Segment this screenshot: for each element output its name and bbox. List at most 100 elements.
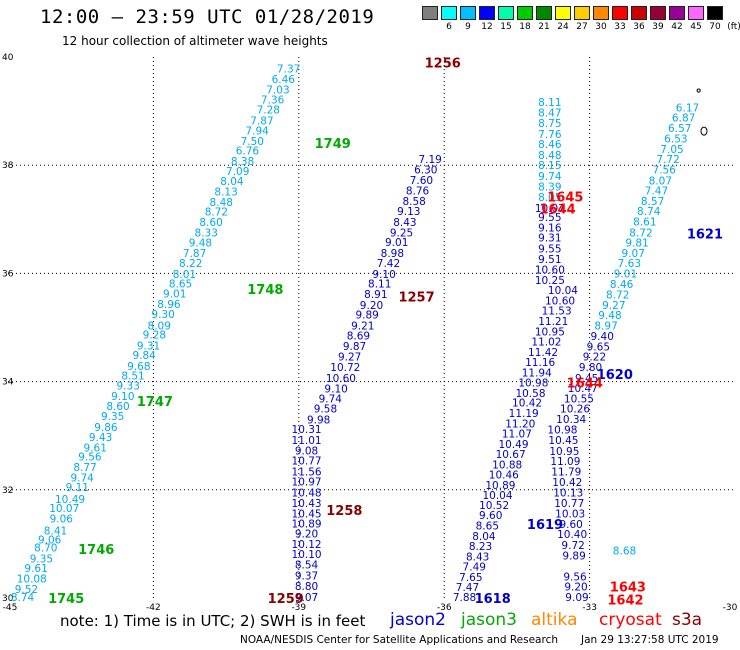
- colorbar-swatch: [422, 6, 438, 20]
- colorbar-swatch: [460, 6, 476, 20]
- lat-tick-label: 32: [2, 486, 13, 496]
- swh-value: 7.37: [277, 63, 300, 75]
- lat-tick-label: 34: [2, 378, 14, 388]
- swh-value: 8.43: [466, 551, 489, 563]
- swh-value: 9.25: [390, 227, 413, 239]
- swh-value: 9.10: [324, 384, 347, 396]
- swh-value: 10.60: [545, 295, 575, 307]
- swh-value: 9.27: [602, 300, 625, 312]
- swh-value: 8.76: [406, 186, 430, 198]
- swh-value: 9.35: [101, 411, 124, 423]
- lon-tick-label: -30: [723, 603, 738, 613]
- swh-value: 10.45: [548, 435, 578, 447]
- credit-line: NOAA/NESDIS Center for Satellite Applica…: [240, 634, 558, 646]
- swh-value: 9.43: [89, 432, 112, 444]
- swh-value: 9.07: [622, 248, 645, 260]
- swh-value: 10.60: [535, 265, 565, 277]
- swh-value: 6.87: [672, 113, 695, 125]
- swh-value: 11.42: [528, 347, 558, 359]
- swh-value: 9.35: [30, 554, 53, 566]
- island-outline: [700, 126, 708, 136]
- pass-time-label: 1259: [268, 592, 304, 607]
- lon-tick-label: -42: [146, 603, 161, 613]
- swh-value: 10.34: [556, 414, 586, 426]
- swh-value: 9.80: [579, 362, 602, 374]
- swh-value: 6.57: [668, 123, 691, 135]
- swh-value: 10.88: [492, 459, 522, 471]
- swh-value: 8.68: [613, 545, 636, 557]
- swh-value: 9.72: [561, 540, 584, 552]
- lon-tick-label: -36: [437, 603, 452, 613]
- swh-value: 9.21: [351, 320, 374, 332]
- swh-value: 8.43: [393, 217, 416, 229]
- lat-tick-label: 38: [2, 161, 14, 171]
- swh-value: 7.47: [645, 186, 668, 198]
- swh-value: 8.69: [347, 331, 370, 343]
- swh-value: 10.48: [292, 488, 322, 500]
- colorbar-label: 9: [465, 22, 471, 32]
- swh-value: 8.41: [44, 525, 67, 537]
- swh-value: 8.47: [538, 108, 561, 120]
- swh-value: 11.19: [509, 408, 539, 420]
- swh-value: 8.58: [402, 196, 425, 208]
- swh-value: 11.79: [551, 466, 581, 478]
- pass-time-label: 1258: [326, 504, 362, 519]
- colorbar-swatch: [517, 6, 533, 20]
- swh-value: 9.58: [314, 404, 337, 416]
- pass-time-label: 1748: [247, 283, 283, 298]
- colorbar-swatch: [441, 6, 457, 20]
- swh-value: 7.60: [410, 175, 433, 187]
- page-title: 12:00 – 23:59 UTC 01/28/2019: [40, 6, 375, 28]
- swh-value: 6.17: [676, 102, 699, 114]
- swh-value: 9.33: [117, 380, 140, 392]
- swh-value: 7.42: [377, 258, 400, 270]
- swh-value: 9.60: [559, 519, 582, 531]
- swh-value: 10.98: [547, 425, 577, 437]
- swh-value: 8.75: [538, 118, 561, 130]
- swh-value: 8.51: [121, 371, 144, 383]
- colorbar-swatch: [574, 6, 590, 20]
- swh-value: 8.39: [538, 181, 561, 193]
- swh-value: 9.60: [479, 510, 502, 522]
- swh-value: 6.46: [272, 74, 296, 86]
- colorbar-label: 27: [576, 22, 588, 32]
- pass-time-label: 1257: [398, 291, 434, 306]
- swh-value: 10.95: [549, 446, 579, 458]
- swh-value: 8.48: [538, 150, 561, 162]
- swh-value: 8.04: [220, 176, 244, 188]
- colorbar-swatch: [479, 6, 495, 20]
- swh-value: 8.97: [594, 320, 617, 332]
- swh-value: 8.04: [472, 531, 496, 543]
- colorbar-label: 45: [690, 22, 702, 32]
- swh-value: 10.77: [292, 456, 322, 468]
- swh-value: 8.96: [157, 299, 181, 311]
- swh-value: 9.55: [538, 212, 561, 224]
- swh-value: 9.61: [24, 563, 47, 575]
- swh-value: 7.72: [656, 154, 679, 166]
- satellite-label-jason3: jason3: [461, 610, 517, 630]
- swh-value: 9.27: [338, 352, 361, 364]
- swh-value: 9.48: [189, 238, 212, 250]
- swh-value: 10.13: [553, 488, 583, 500]
- swh-value: 11.94: [522, 367, 552, 379]
- swh-value: 10.97: [292, 477, 322, 489]
- swh-value: 9.56: [78, 451, 102, 463]
- swh-value: 9.01: [385, 237, 408, 249]
- swh-value: 7.76: [538, 129, 562, 141]
- swh-value: 8.57: [641, 196, 664, 208]
- swh-value: 9.07: [295, 592, 318, 604]
- swh-value: 9.10: [372, 269, 395, 281]
- swh-value: 7.56: [653, 165, 677, 177]
- swh-value: 9.20: [360, 300, 383, 312]
- colorbar-swatch: [593, 6, 609, 20]
- swh-value: 10.07: [49, 503, 79, 515]
- swh-value: 9.81: [625, 238, 648, 250]
- pass-time-label: 1749: [315, 137, 351, 152]
- swh-value: 7.88: [453, 592, 476, 604]
- swh-value: 9.08: [295, 445, 318, 457]
- satellite-label-s3a: s3a: [672, 610, 703, 630]
- swh-value: 9.06: [50, 513, 74, 525]
- satellite-label-cryosat: cryosat: [599, 610, 662, 630]
- lon-tick-label: -45: [3, 603, 18, 613]
